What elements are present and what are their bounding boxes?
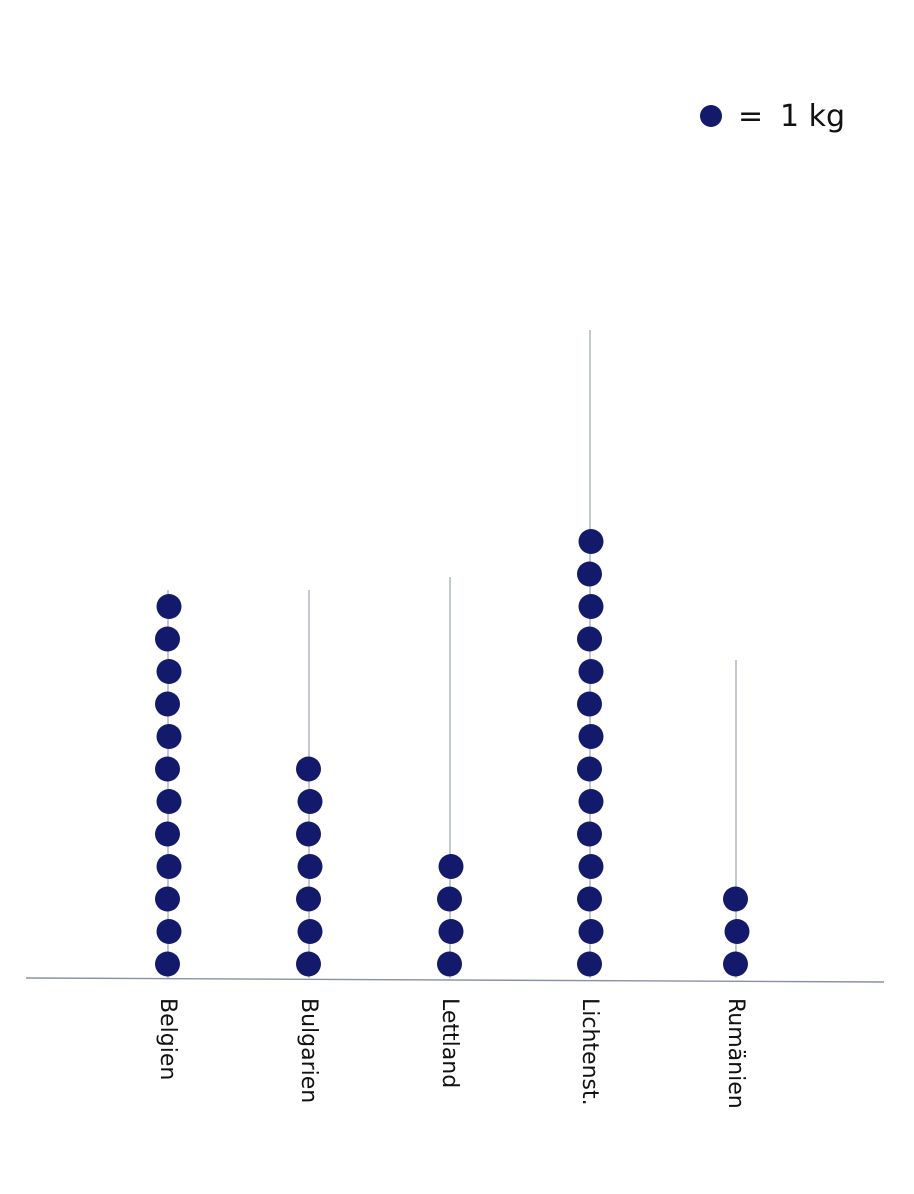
tick-label-lichtenstein: Lichtenst.: [577, 998, 602, 1106]
dot-lettland-1: [437, 951, 462, 977]
dot-rum-nien-3: [723, 886, 748, 912]
dot-lichtenstein-9: [577, 691, 602, 717]
dot-bulgarien-5: [296, 821, 321, 847]
dot-lichtenstein-12: [578, 594, 604, 619]
dot-belgien-5: [155, 821, 180, 847]
legend-dot: [700, 105, 722, 127]
data-dots: [155, 529, 750, 977]
dot-lichtenstein-1: [577, 951, 602, 977]
dot-lichtenstein-11: [577, 626, 602, 652]
tick-label-bulgarien: Bulgarien: [296, 998, 321, 1103]
dot-lichtenstein-3: [577, 886, 602, 912]
tick-label-belgien: Belgien: [155, 998, 180, 1080]
dot-bulgarien-7: [296, 756, 321, 782]
dot-lichtenstein-5: [577, 821, 602, 847]
dot-rum-nien-1: [723, 951, 748, 977]
dot-lichtenstein-4: [578, 854, 604, 879]
dot-lettland-2: [438, 919, 464, 944]
column-stems: [167, 330, 737, 978]
dot-lichtenstein-2: [578, 919, 604, 944]
legend-label: 1 kg: [780, 99, 845, 134]
dot-lettland-4: [438, 854, 464, 879]
x-axis: [25, 977, 885, 983]
dot-lichtenstein-6: [578, 789, 604, 814]
dot-rum-nien-2: [724, 919, 750, 944]
dot-belgien-4: [156, 854, 182, 879]
dot-lichtenstein-7: [577, 756, 602, 782]
dot-belgien-6: [156, 789, 182, 814]
dot-belgien-2: [156, 919, 182, 944]
dot-belgien-1: [155, 951, 180, 977]
dot-lettland-3: [437, 886, 462, 912]
dot-belgien-3: [155, 886, 180, 912]
dot-belgien-7: [155, 756, 180, 782]
dot-lichtenstein-10: [578, 659, 604, 684]
dot-belgien-8: [156, 724, 182, 749]
tick-label-rum-nien: Rumänien: [723, 998, 748, 1109]
dot-belgien-11: [155, 626, 180, 652]
dot-lichtenstein-13: [577, 561, 602, 587]
dot-belgien-10: [156, 659, 182, 684]
dot-bulgarien-3: [296, 886, 321, 912]
category-labels: Belgien Bulgarien Lettland Lichtenst. Rumäni…: [155, 998, 748, 1109]
dot-belgien-9: [155, 691, 180, 717]
dot-lichtenstein-14: [578, 529, 604, 554]
dot-bulgarien-1: [296, 951, 321, 977]
dot-bulgarien-6: [297, 789, 323, 814]
dot-bulgarien-4: [297, 854, 323, 879]
dot-bulgarien-2: [297, 919, 323, 944]
legend: = 1 kg: [700, 99, 845, 134]
dot-lichtenstein-8: [578, 724, 604, 749]
dot-belgien-12: [156, 594, 182, 619]
tick-label-lettland: Lettland: [437, 998, 462, 1088]
legend-equals: =: [738, 99, 763, 134]
